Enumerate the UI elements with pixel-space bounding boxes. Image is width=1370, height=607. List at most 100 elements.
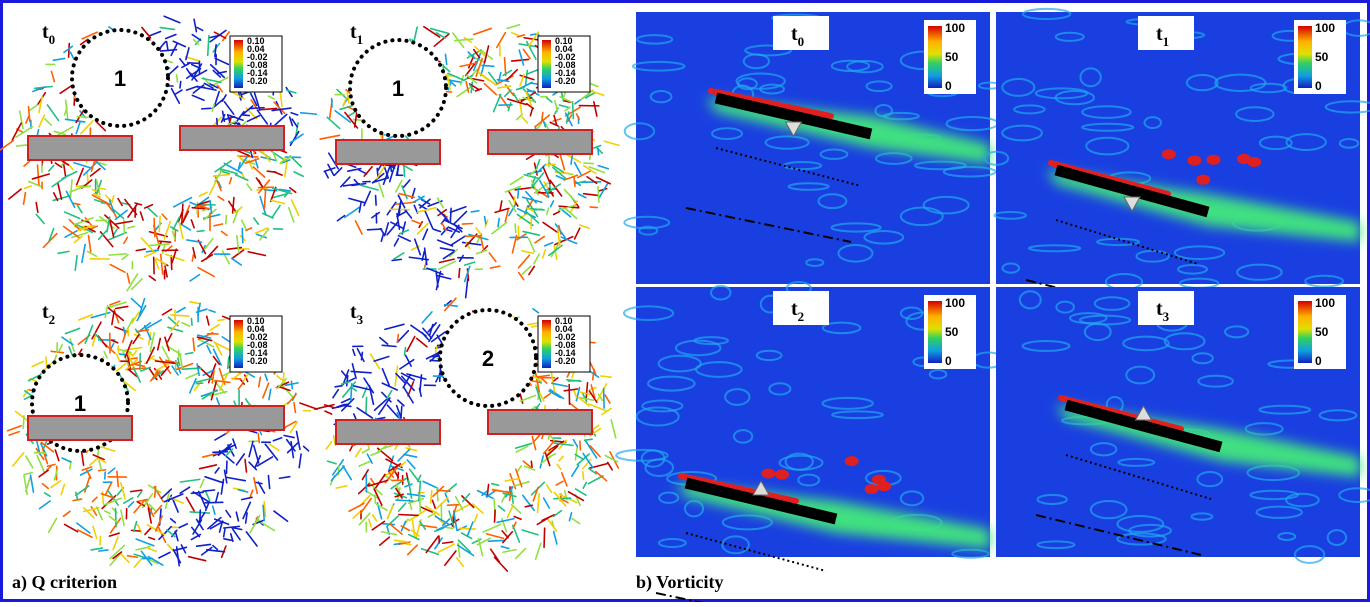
vortex-tube <box>347 376 348 386</box>
vortex-tube <box>459 269 460 278</box>
vortex-tube <box>218 319 225 320</box>
vortex-tube <box>545 164 555 165</box>
vortex-tube <box>119 354 126 355</box>
vortex <box>775 470 789 480</box>
vortex-tube <box>397 335 398 343</box>
vortex-tube <box>377 168 378 176</box>
vortex-tube <box>205 502 223 503</box>
colorbar-label: 50 <box>945 325 959 339</box>
vortex-tube <box>515 224 516 232</box>
vortex-tube <box>495 510 496 522</box>
vortex-tube <box>98 449 99 456</box>
vortex-tube <box>154 218 155 236</box>
vortex-tube <box>401 406 402 417</box>
vortex-tube <box>267 171 276 172</box>
vortex <box>845 456 859 466</box>
colorbar-label: 100 <box>1315 21 1335 35</box>
vortex-tube <box>376 196 377 206</box>
vortex-tube <box>242 115 249 116</box>
vortex-tube <box>263 505 264 520</box>
colorbar <box>1298 26 1312 88</box>
vortex-tube <box>188 63 199 64</box>
colorbar-label: 50 <box>1315 50 1329 64</box>
vortex <box>1237 154 1251 164</box>
vortex-tube <box>171 315 189 316</box>
colorbar-label: 0 <box>1315 79 1322 93</box>
vortex-tube <box>368 229 382 230</box>
vortex <box>1187 156 1201 166</box>
vortex-tube <box>69 43 70 57</box>
vortex-tube <box>585 439 593 440</box>
vortex-tube <box>196 383 202 384</box>
plate <box>336 420 440 444</box>
vortex <box>872 475 886 485</box>
vortex-tube <box>399 514 418 515</box>
vortex-tube <box>87 172 88 184</box>
vortex-tube <box>213 452 227 453</box>
vortex-tube <box>568 381 579 382</box>
vortex <box>1162 149 1176 159</box>
vortex-tube <box>366 397 367 413</box>
vortex-tube <box>291 381 292 388</box>
vortex-tube <box>482 65 494 66</box>
vortex-tube <box>258 434 259 443</box>
colorbar-label: -0.20 <box>247 76 268 86</box>
vortex-tube <box>197 231 204 232</box>
caption: b) Vorticity <box>636 572 724 593</box>
vortex-tube <box>396 500 413 501</box>
vortex-tube <box>202 108 211 109</box>
vortex-tube <box>192 255 193 261</box>
vortex-tube <box>466 236 482 237</box>
colorbar-label: 100 <box>1315 296 1335 310</box>
colorbar <box>1298 301 1312 363</box>
colorbar-label: 0 <box>945 79 952 93</box>
colorbar <box>542 320 551 368</box>
colorbar-label: 50 <box>1315 325 1329 339</box>
vortex-tube <box>604 389 605 408</box>
vortex-tube <box>590 207 597 208</box>
colorbar <box>234 40 243 88</box>
vortex-tube <box>450 208 451 222</box>
vortex-tube <box>574 177 575 187</box>
colorbar <box>928 301 942 363</box>
region-label: 2 <box>482 346 494 371</box>
plate <box>336 140 440 164</box>
vortex-tube <box>80 186 90 187</box>
colorbar-label: -0.20 <box>555 356 576 366</box>
plate <box>28 136 132 160</box>
vortex-tube <box>159 216 160 231</box>
vortex-tube <box>431 491 432 503</box>
vortex-tube <box>250 108 264 109</box>
vortex-tube <box>404 165 405 176</box>
vortex-tube <box>598 187 599 202</box>
vortex-tube <box>77 117 88 118</box>
vortex-tube <box>583 472 584 480</box>
vortex-tube <box>226 215 227 223</box>
plate <box>488 410 592 434</box>
colorbar <box>928 26 942 88</box>
colorbar-label: 100 <box>945 21 965 35</box>
vortex <box>761 468 775 478</box>
vortex <box>1207 155 1221 165</box>
vortex-tube <box>518 188 519 198</box>
vortex-tube <box>351 384 352 401</box>
region-label: 1 <box>74 391 86 416</box>
vortex-tube <box>23 416 24 428</box>
vortex <box>865 484 879 494</box>
vortex-tube <box>462 224 472 225</box>
vortex-tube <box>598 148 599 154</box>
vortex-tube <box>394 544 400 545</box>
vortex-tube <box>361 352 362 359</box>
region-label: 1 <box>114 66 126 91</box>
colorbar-label: 100 <box>945 296 965 310</box>
vortex-tube <box>392 259 401 260</box>
vortex-tube <box>180 82 181 88</box>
colorbar-label: -0.20 <box>555 76 576 86</box>
colorbar <box>542 40 551 88</box>
vortex-tube <box>573 102 574 119</box>
